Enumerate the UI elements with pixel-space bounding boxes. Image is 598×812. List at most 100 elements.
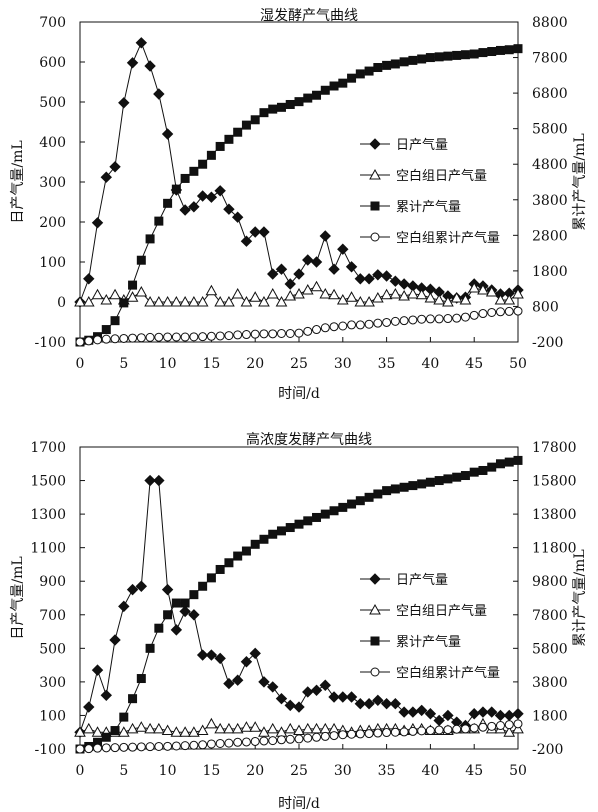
data-point — [310, 684, 323, 696]
data-point — [417, 479, 427, 489]
data-point — [389, 697, 402, 710]
data-point — [258, 726, 270, 737]
data-point — [275, 726, 288, 737]
data-point — [233, 737, 243, 747]
data-point — [163, 332, 173, 342]
data-point — [293, 287, 305, 299]
y-tick-label: 700 — [39, 608, 66, 624]
y-tick-label: 1300 — [30, 507, 66, 523]
data-point — [153, 88, 165, 100]
data-point — [486, 706, 498, 718]
x-tick-label: 30 — [334, 763, 352, 779]
data-point — [93, 335, 103, 345]
data-point — [196, 190, 209, 202]
data-point — [478, 309, 488, 319]
data-point — [145, 234, 155, 244]
data-point — [495, 307, 505, 317]
data-point — [110, 334, 120, 344]
data-point — [442, 295, 454, 307]
data-point — [469, 723, 479, 733]
data-point — [433, 293, 446, 305]
data-point — [329, 81, 339, 91]
legend-marker — [369, 168, 381, 180]
legend-marker — [370, 232, 380, 242]
y2-tick-label: 9800 — [532, 574, 568, 590]
data-point — [205, 649, 218, 661]
x-tick-label: 15 — [202, 763, 220, 779]
x-tick-label: 0 — [76, 356, 85, 372]
data-point — [119, 712, 129, 722]
y-tick-label: -100 — [35, 742, 66, 758]
data-point — [415, 704, 428, 717]
data-point — [450, 291, 463, 303]
data-point — [135, 285, 148, 297]
data-point — [303, 733, 313, 743]
data-point — [425, 314, 435, 324]
data-point — [83, 273, 95, 285]
data-point — [354, 295, 367, 307]
x-tick-label: 0 — [76, 763, 85, 779]
y2-tick-label: 13800 — [532, 507, 577, 523]
legend-marker — [370, 667, 380, 677]
data-point — [347, 499, 357, 509]
data-point — [109, 634, 121, 646]
data-point — [504, 306, 514, 316]
x-tick-label: 30 — [334, 356, 352, 372]
y-tick-label: 1500 — [30, 474, 66, 490]
legend-marker — [369, 603, 381, 615]
data-point — [171, 184, 181, 194]
data-point — [285, 734, 295, 744]
data-point — [171, 741, 181, 751]
data-point — [241, 737, 251, 747]
data-point — [284, 722, 297, 734]
data-point — [443, 314, 453, 324]
data-point — [276, 328, 286, 338]
x-tick-label: 50 — [509, 356, 527, 372]
data-point — [408, 481, 418, 491]
data-point — [312, 512, 322, 522]
legend-marker — [369, 573, 381, 585]
data-point — [75, 744, 85, 754]
x-tick-label: 45 — [465, 763, 483, 779]
data-point — [443, 51, 453, 61]
legend-label: 累计产气量 — [396, 634, 461, 650]
data-point — [338, 730, 348, 740]
data-point — [452, 472, 462, 482]
x-tick-label: 15 — [202, 356, 220, 372]
data-point — [433, 714, 445, 727]
x-axis-label: 时间/d — [278, 386, 320, 400]
data-point — [267, 268, 279, 280]
data-point — [312, 732, 322, 742]
data-point — [329, 731, 339, 741]
y-tick-label: 500 — [39, 641, 66, 657]
data-point — [215, 738, 225, 748]
data-point — [258, 676, 270, 688]
data-point — [363, 697, 375, 710]
chart-title: 高浓度发酵产气曲线 — [246, 431, 372, 448]
series-2 — [74, 280, 524, 307]
data-point — [407, 706, 419, 718]
y-tick-label: 100 — [39, 708, 66, 724]
y2-tick-label: 17800 — [532, 440, 577, 456]
data-point — [503, 293, 516, 305]
data-point — [154, 741, 164, 751]
data-point — [328, 263, 340, 275]
data-point — [224, 738, 234, 748]
data-point — [198, 581, 208, 591]
data-point — [302, 254, 314, 266]
data-point — [503, 726, 516, 737]
data-point — [355, 69, 365, 79]
data-point — [434, 314, 444, 324]
data-point — [249, 721, 262, 732]
data-point — [82, 295, 95, 307]
data-point — [443, 474, 453, 484]
data-point — [434, 725, 444, 735]
data-point — [74, 295, 86, 307]
y-tick-label: 200 — [39, 215, 66, 231]
data-point — [382, 728, 392, 738]
data-point — [223, 295, 235, 307]
data-point — [144, 295, 156, 307]
data-point — [443, 725, 453, 735]
data-point — [425, 477, 435, 487]
